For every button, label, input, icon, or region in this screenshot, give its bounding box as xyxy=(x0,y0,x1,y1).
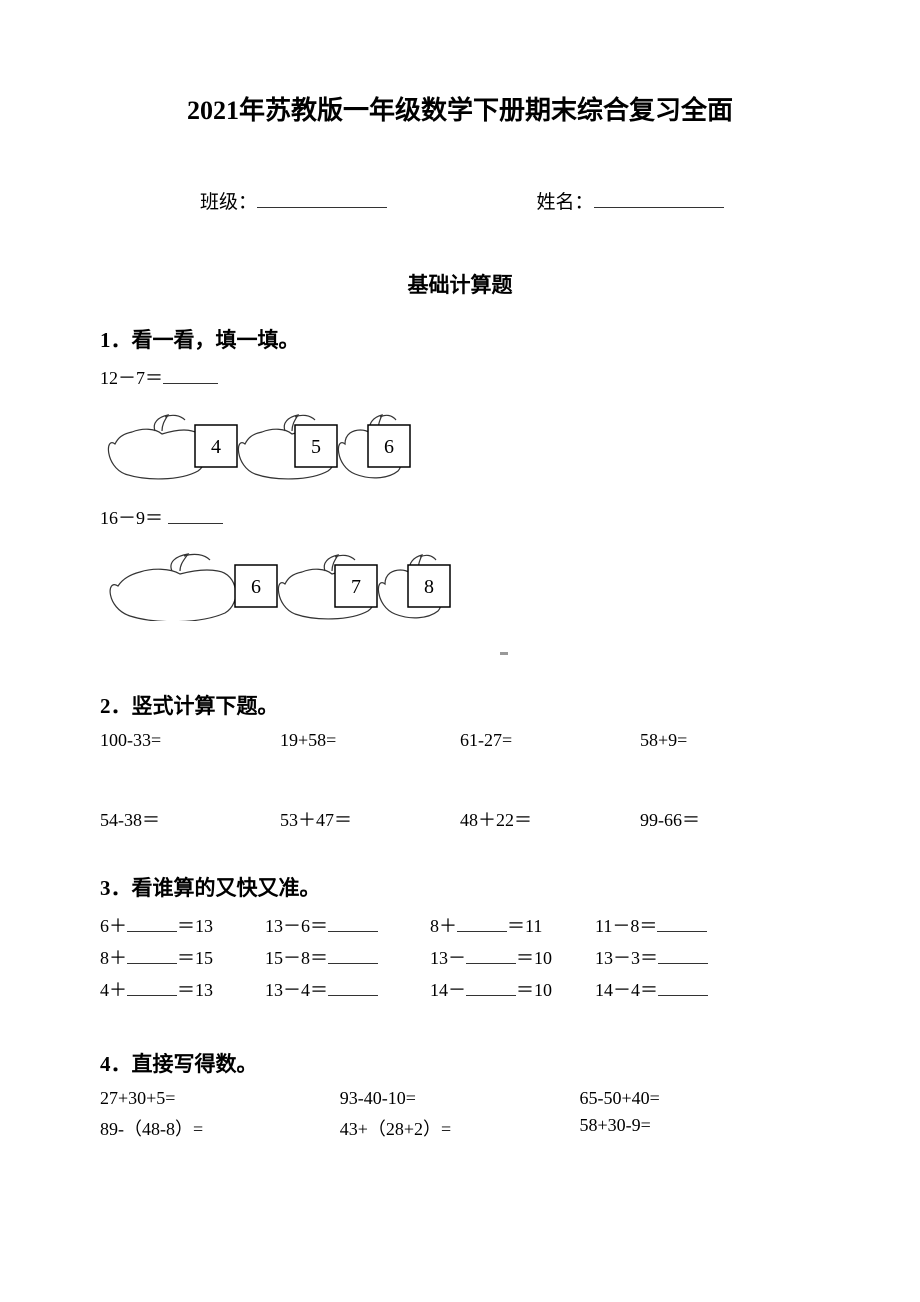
section-title: 基础计算题 xyxy=(100,269,820,299)
document-page: 2021年苏教版一年级数学下册期末综合复习全面 班级： 姓名： 基础计算题 1．… xyxy=(0,0,920,1201)
q2-r1-c2: 19+58= xyxy=(280,730,460,751)
name-blank xyxy=(594,187,724,208)
marker-dot xyxy=(500,652,508,655)
q2-r2-c1: 54-38＝ xyxy=(100,806,280,832)
q3-heading: 3．看谁算的又快又准。 xyxy=(100,872,820,902)
q4-r2-c3: 58+30-9= xyxy=(580,1115,820,1141)
q1-r2-box1: 6 xyxy=(251,576,261,598)
class-blank xyxy=(257,187,387,208)
q1-line2: 16－9＝ xyxy=(100,504,820,533)
q1-expr1: 12－7＝ xyxy=(100,368,163,388)
q1-heading: 1．看一看，填一填。 xyxy=(100,324,820,354)
q1-r1-box3: 6 xyxy=(384,436,394,458)
q3-row-0: 6＋＝1313－6＝8＋＝1111－8＝ xyxy=(100,912,820,938)
q2-row1: 100-33= 19+58= 61-27= 58+9= xyxy=(100,730,820,751)
apple-diagram-2: 6 7 8 xyxy=(100,541,480,621)
q4-row2: 89-（48-8）= 43+（28+2）= 58+30-9= xyxy=(100,1115,820,1141)
page-title: 2021年苏教版一年级数学下册期末综合复习全面 xyxy=(100,90,820,127)
q2-heading: 2．竖式计算下题。 xyxy=(100,690,820,720)
student-info-row: 班级： 姓名： xyxy=(100,187,820,214)
q4-r2-c2: 43+（28+2）= xyxy=(340,1115,580,1141)
q4-heading: 4．直接写得数。 xyxy=(100,1048,820,1078)
q3-rows: 6＋＝1313－6＝8＋＝1111－8＝ 8＋＝1515－8＝13－＝1013－3… xyxy=(100,912,820,1002)
q4-r1-c1: 27+30+5= xyxy=(100,1088,340,1109)
q1-r1-box2: 5 xyxy=(311,436,321,458)
q2-row2: 54-38＝ 53＋47＝ 48＋22＝ 99-66＝ xyxy=(100,806,820,832)
q3-row-2: 4＋＝1313－4＝14－＝1014－4＝ xyxy=(100,976,820,1002)
q2-r1-c1: 100-33= xyxy=(100,730,280,751)
q2-r2-c3: 48＋22＝ xyxy=(460,806,640,832)
q4-r1-c2: 93-40-10= xyxy=(340,1088,580,1109)
q2-r1-c4: 58+9= xyxy=(640,730,820,751)
q1-apple-row-2: 6 7 8 xyxy=(100,541,820,626)
q1-blank2 xyxy=(168,506,223,524)
apple-diagram-1: 4 5 6 xyxy=(100,401,420,481)
q1-r2-box2: 7 xyxy=(351,576,361,598)
q2-r2-c4: 99-66＝ xyxy=(640,806,820,832)
q1-r1-box1: 4 xyxy=(211,436,221,458)
q1-apple-row-1: 4 5 6 xyxy=(100,401,820,486)
q3-row-1: 8＋＝1515－8＝13－＝1013－3＝ xyxy=(100,944,820,970)
q1-line1: 12－7＝ xyxy=(100,364,820,393)
q2-r2-c2: 53＋47＝ xyxy=(280,806,460,832)
q2-r1-c3: 61-27= xyxy=(460,730,640,751)
q4-r1-c3: 65-50+40= xyxy=(580,1088,820,1109)
q4-r2-c1: 89-（48-8）= xyxy=(100,1115,340,1141)
q1-blank1 xyxy=(163,366,218,384)
name-label: 姓名： xyxy=(537,192,594,213)
q1-r2-box3: 8 xyxy=(424,576,434,598)
q1-expr2: 16－9＝ xyxy=(100,508,163,528)
q4-row1: 27+30+5= 93-40-10= 65-50+40= xyxy=(100,1088,820,1109)
class-label: 班级： xyxy=(200,192,257,213)
